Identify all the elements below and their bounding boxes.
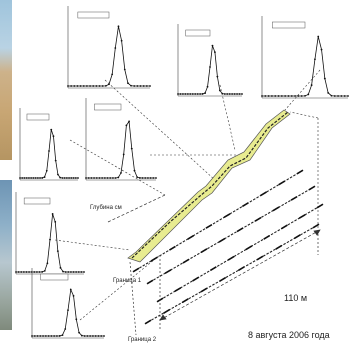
pit1-label: Граница 1	[113, 278, 142, 284]
width-label: 110 м	[284, 293, 308, 303]
histogram-inset	[15, 192, 85, 275]
histogram-inset	[67, 6, 151, 89]
beach-photo-bottom	[0, 180, 12, 330]
beach-photo-top	[0, 0, 12, 160]
depth-label: Глубина см	[90, 205, 122, 211]
histogram-inset	[177, 24, 243, 97]
pit2-label: Граница 2	[128, 337, 157, 343]
date-label: 8 августа 2006 года	[248, 330, 330, 340]
histogram-inset	[19, 108, 79, 181]
guide-lines	[54, 69, 321, 321]
histogram-inset	[261, 16, 349, 99]
histogram-inset	[85, 98, 157, 181]
histogram-inset	[31, 268, 105, 339]
sediment-belt	[127, 109, 291, 263]
scale-arrows	[107, 194, 321, 321]
depth-traces	[132, 169, 324, 325]
